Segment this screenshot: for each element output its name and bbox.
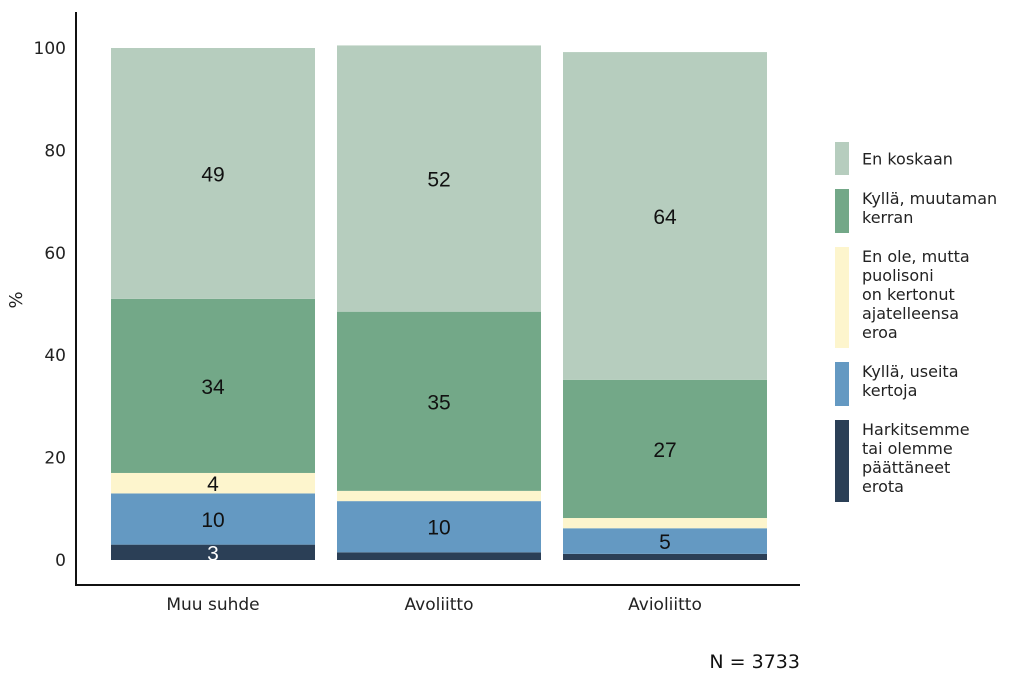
- axes: 0 20 40 60 80 100 Muu suhde Avoliitto Avioliitto: [34, 12, 800, 615]
- bar-segment: [337, 501, 541, 553]
- legend-swatch: [835, 420, 849, 502]
- bar-segment: [563, 528, 767, 554]
- legend-label: Harkitsemme tai olemme päättäneet erota: [862, 420, 970, 496]
- bar-segment: [111, 544, 315, 560]
- legend-label: En koskaan: [862, 150, 953, 169]
- y-tick-label: 20: [44, 449, 66, 469]
- bar-segment: [563, 379, 767, 519]
- x-tick-label: Muu suhde: [166, 595, 259, 615]
- legend: En koskaan Kyllä, muutaman kerran En ole, m…: [835, 142, 997, 502]
- bar-segment: [337, 45, 541, 312]
- legend-label: Kyllä, muutaman kerran: [862, 189, 997, 227]
- data-label: 10: [201, 509, 224, 532]
- bar-segment: [111, 298, 315, 473]
- y-tick-label: 100: [34, 39, 66, 59]
- legend-label-line: kerran: [862, 208, 913, 227]
- data-label: 35: [427, 391, 450, 414]
- legend-label-line: Kyllä, useita: [862, 362, 959, 381]
- data-label: 64: [653, 206, 677, 229]
- legend-label-line: En koskaan: [862, 150, 953, 169]
- bar-segment: [337, 311, 541, 491]
- legend-label-line: ajatelleensa: [862, 304, 959, 323]
- legend-label-line: Harkitsemme: [862, 420, 970, 439]
- data-label: 34: [201, 376, 225, 399]
- bar-segment: [337, 552, 541, 560]
- data-labels: 3 10 4 34 49 10 35 52 5 27 64: [201, 163, 677, 565]
- bar-segment: [563, 518, 767, 529]
- legend-label-line: eroa: [862, 323, 898, 342]
- legend-label-line: kertoja: [862, 381, 917, 400]
- y-axis-label: %: [6, 291, 27, 308]
- legend-label-line: Kyllä, muutaman: [862, 189, 997, 208]
- data-label: 27: [653, 439, 676, 462]
- legend-swatch: [835, 247, 849, 348]
- legend-label-line: päättäneet: [862, 458, 950, 477]
- bar-segment: [111, 472, 315, 494]
- legend-swatch: [835, 189, 849, 233]
- data-label: 3: [207, 542, 219, 565]
- data-label: 10: [427, 517, 450, 540]
- y-tick-label: 60: [44, 244, 66, 264]
- legend-swatch: [835, 142, 849, 175]
- x-tick-label: Avioliitto: [628, 595, 702, 615]
- data-label: 52: [427, 169, 450, 192]
- x-tick-label: Avoliitto: [405, 595, 474, 615]
- bar-segment: [111, 48, 315, 299]
- data-label: 49: [201, 163, 224, 186]
- y-tick-label: 0: [55, 551, 66, 571]
- legend-label: Kyllä, useita kertoja: [862, 362, 959, 400]
- legend-swatch: [835, 362, 849, 406]
- bar-segment: [337, 490, 541, 502]
- bars: [111, 45, 767, 560]
- legend-label: En ole, mutta puolisoni on kertonut ajatell…: [862, 247, 970, 342]
- legend-label-line: on kertonut: [862, 285, 955, 304]
- y-tick-label: 80: [44, 141, 66, 161]
- bar-segment: [563, 52, 767, 380]
- legend-label-line: tai olemme: [862, 439, 953, 458]
- y-tick-label: 40: [44, 346, 66, 366]
- data-label: 5: [659, 531, 671, 554]
- sample-size-note: N = 3733: [709, 651, 800, 673]
- data-label: 4: [207, 473, 219, 496]
- bar-segment: [563, 553, 767, 560]
- legend-label-line: erota: [862, 477, 904, 496]
- legend-label-line: puolisoni: [862, 266, 934, 285]
- bar-segment: [111, 493, 315, 545]
- legend-label-line: En ole, mutta: [862, 247, 970, 266]
